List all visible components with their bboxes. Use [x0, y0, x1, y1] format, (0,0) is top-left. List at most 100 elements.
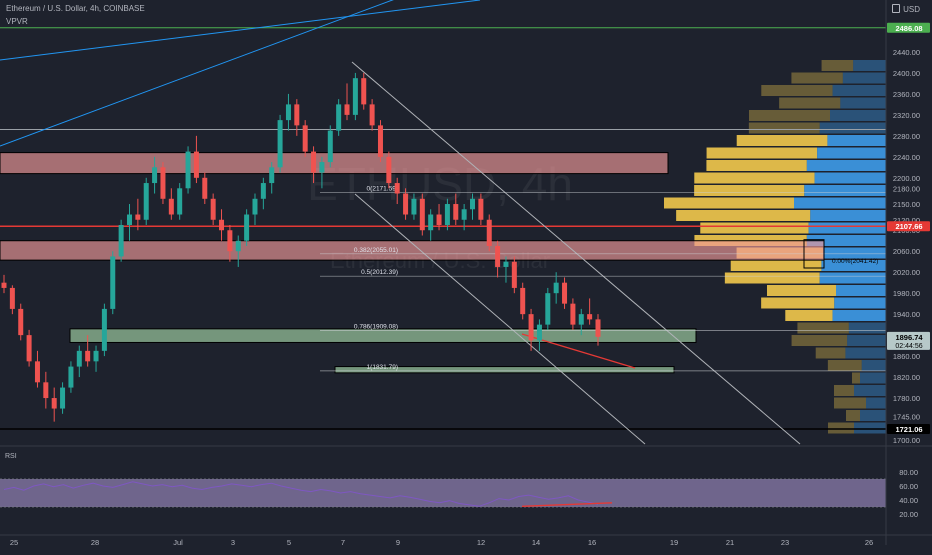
- fib-level-label: 0.5(2012.39): [361, 269, 398, 276]
- rsi-tick-label: 80.00: [899, 468, 918, 477]
- volume-bar-down: [860, 410, 886, 421]
- candle-body: [327, 130, 333, 163]
- price-badge-label: 1721.06: [895, 425, 922, 434]
- zone-support: [69, 328, 697, 343]
- candle-body: [9, 287, 15, 309]
- candle-body: [118, 225, 124, 257]
- price-tick-label: 2180.00: [893, 184, 920, 193]
- candle-body: [85, 350, 91, 362]
- currency-label[interactable]: USD: [892, 4, 920, 14]
- candle-body: [453, 204, 459, 220]
- volume-bar-down: [827, 135, 886, 146]
- volume-bar-up: [846, 410, 860, 421]
- candle-body: [361, 78, 367, 105]
- candle-body: [336, 104, 342, 131]
- volume-bar-up: [706, 147, 818, 159]
- volume-bar-down: [845, 347, 886, 359]
- price-tick-label: 2320.00: [893, 111, 920, 120]
- candle-body: [419, 198, 425, 231]
- candle-body: [578, 314, 584, 325]
- candle-body: [319, 162, 325, 173]
- volume-bar-up: [834, 397, 866, 409]
- fib-level-label: 1(1831.79): [367, 364, 398, 371]
- candle-body: [143, 183, 149, 220]
- volume-bar-down: [860, 372, 886, 384]
- time-tick-label: 21: [726, 538, 734, 547]
- candle-body: [260, 183, 266, 199]
- zone-support: [334, 366, 675, 374]
- price-tick-label: 1745.00: [893, 412, 920, 421]
- volume-bar-up: [706, 160, 807, 171]
- price-axis-area: [886, 0, 932, 550]
- candle-body: [545, 293, 551, 325]
- volume-bar-down: [804, 185, 886, 196]
- volume-bar-up: [676, 210, 811, 221]
- candle-body: [411, 198, 417, 215]
- candle-body: [344, 104, 350, 115]
- candle-body: [311, 151, 317, 173]
- candle-body: [1, 282, 7, 288]
- volume-bar-up: [791, 72, 843, 84]
- channel-line-upper: [351, 61, 801, 445]
- volume-bar-down: [823, 247, 886, 259]
- volume-bar-down: [814, 172, 886, 184]
- candle-body: [219, 219, 225, 231]
- price-tick-label: 2400.00: [893, 69, 920, 78]
- volume-bar-down: [830, 110, 886, 121]
- time-tick-label: 12: [477, 538, 485, 547]
- time-tick-label: 28: [91, 538, 99, 547]
- volume-bar-up: [761, 297, 835, 309]
- candle-body: [403, 193, 409, 215]
- candle-body: [135, 214, 141, 220]
- candle-body: [93, 350, 99, 362]
- price-tick-label: 2200.00: [893, 174, 920, 183]
- candle-body: [269, 167, 275, 184]
- chart-title: Ethereum / U.S. Dollar, 4h, COINBASE: [6, 4, 145, 13]
- rsi-tick-label: 40.00: [899, 496, 918, 505]
- candle-body: [126, 214, 132, 225]
- zone-resistance: [0, 152, 669, 175]
- volume-bar-down: [821, 260, 886, 271]
- volume-bar-down: [794, 197, 886, 209]
- volume-bar-down: [817, 147, 886, 159]
- time-tick-label: 16: [588, 538, 596, 547]
- candle-body: [470, 198, 476, 210]
- candle-body: [428, 214, 434, 231]
- candle-body: [386, 156, 392, 184]
- candle-body: [511, 261, 517, 288]
- candle-body: [495, 245, 501, 267]
- volume-bar-up: [779, 97, 841, 109]
- volume-bar-up: [828, 422, 854, 434]
- price-tick-label: 1700.00: [893, 436, 920, 445]
- indicator-label-vpvr[interactable]: VPVR: [6, 17, 28, 26]
- fib-level-label: 0.382(2055.01): [354, 247, 398, 254]
- candle-body: [461, 209, 467, 220]
- candle-body: [394, 183, 400, 194]
- candle-body: [377, 125, 383, 157]
- price-tick-label: 2280.00: [893, 132, 920, 141]
- price-badge-label: 2486.08: [895, 24, 922, 33]
- price-badge: [887, 331, 930, 350]
- volume-bar-up: [785, 310, 833, 321]
- candle-body: [110, 256, 116, 309]
- volume-bar-up: [821, 60, 854, 71]
- price-tick-label: 1780.00: [893, 394, 920, 403]
- candle-body: [244, 214, 250, 241]
- volume-bar-up: [700, 222, 809, 234]
- volume-bar-up: [664, 197, 794, 209]
- volume-bar-down: [836, 285, 886, 296]
- candle-body: [285, 104, 291, 121]
- candles: [1, 72, 601, 422]
- volume-bar-up: [815, 347, 846, 359]
- lock-icon: [892, 4, 901, 13]
- volume-bar-down: [832, 85, 886, 96]
- fib-level-label: 0.786(1909.08): [354, 323, 398, 330]
- fib-marker-label: 0.00%(2041.42): [832, 258, 878, 265]
- candle-body: [227, 230, 233, 252]
- candle-body: [520, 287, 526, 315]
- time-tick-label: 23: [781, 538, 789, 547]
- volume-bar-down: [806, 235, 886, 246]
- candle-body: [152, 167, 158, 184]
